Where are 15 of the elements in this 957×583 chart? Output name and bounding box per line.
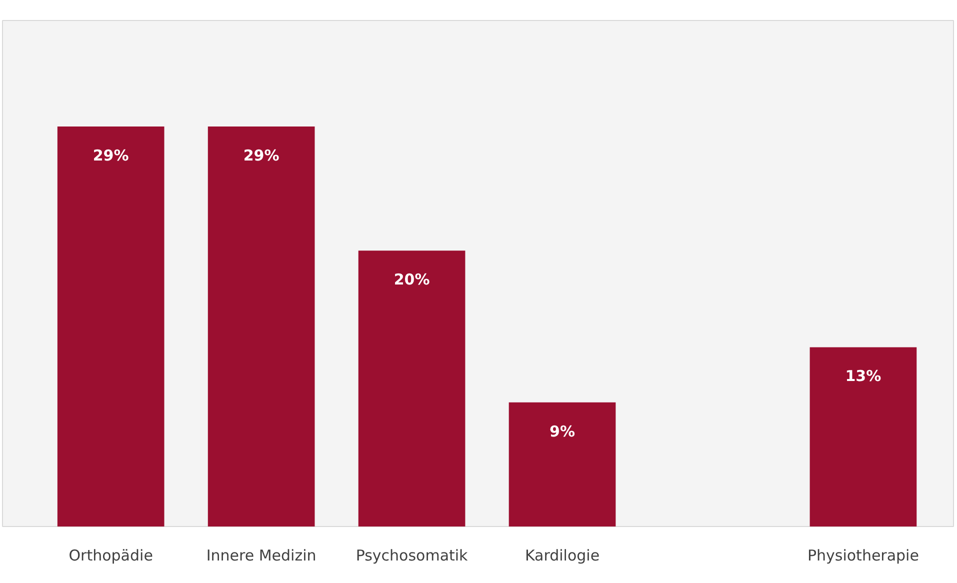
bar xyxy=(810,347,917,526)
data-label: 20% xyxy=(394,270,430,289)
data-label: 29% xyxy=(92,146,129,164)
data-label: 9% xyxy=(550,422,575,440)
bar xyxy=(208,126,315,526)
x-tick-label: Psychosomatik xyxy=(356,546,468,564)
x-tick-label: Orthopädie xyxy=(68,546,153,564)
bar xyxy=(358,250,466,526)
bar xyxy=(57,126,164,526)
bar xyxy=(508,402,616,526)
data-label: 29% xyxy=(243,146,280,164)
x-tick-label: Innere Medizin xyxy=(206,546,316,564)
x-tick-label: Physiotherapie xyxy=(807,546,919,564)
data-label: 13% xyxy=(845,367,882,386)
x-tick-label: Kardilogie xyxy=(524,546,600,564)
